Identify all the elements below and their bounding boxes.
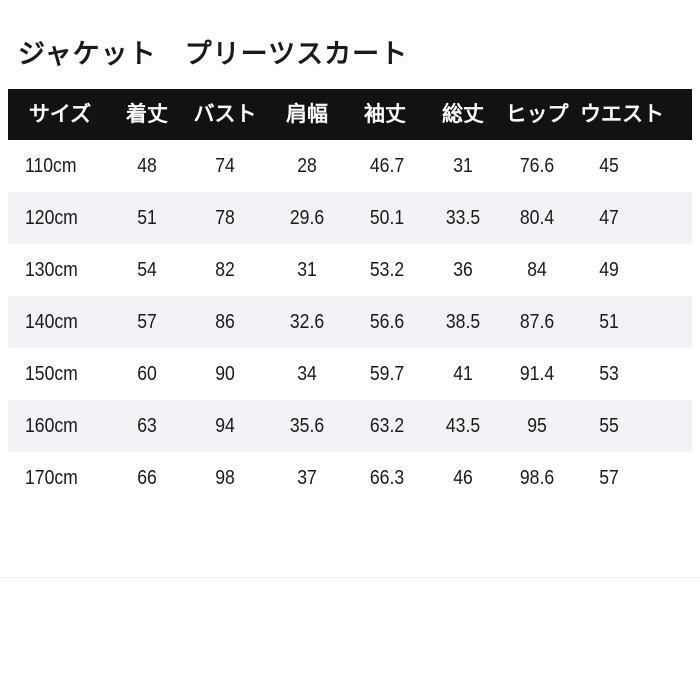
size-cell: 170cm: [25, 467, 78, 489]
value-cell: 49: [599, 259, 619, 281]
column-header: ウエスト: [580, 102, 664, 126]
value-cell: 29.6: [289, 207, 325, 229]
divider: [0, 577, 700, 578]
value-cell: 54: [137, 259, 157, 281]
column-header: バスト: [193, 102, 257, 126]
value-cell: 91.4: [519, 363, 555, 385]
table-row: 150cm 60 90 34 59.7 41 91.4 53: [8, 348, 692, 400]
table-row: 170cm 66 98 37 66.3 46 98.6 57: [8, 452, 692, 504]
value-cell: 63: [137, 415, 157, 437]
value-cell: 95: [527, 415, 547, 437]
value-cell: 90: [215, 363, 235, 385]
table-row: 130cm 54 82 31 53.2 36 84 49: [8, 244, 692, 296]
value-cell: 31: [297, 259, 317, 281]
value-cell: 31: [453, 155, 473, 177]
value-cell: 78: [215, 207, 235, 229]
value-cell: 63.2: [369, 415, 405, 437]
column-header: 総丈: [442, 102, 484, 126]
value-cell: 82: [215, 259, 235, 281]
value-cell: 45: [599, 155, 619, 177]
table-header: サイズ 着丈 バスト 肩幅 袖丈 総丈 ヒップ ウエスト: [8, 89, 692, 140]
value-cell: 55: [599, 415, 619, 437]
value-cell: 66: [137, 467, 157, 489]
value-cell: 66.3: [369, 467, 405, 489]
value-cell: 56.6: [369, 311, 405, 333]
value-cell: 43.5: [445, 415, 481, 437]
value-cell: 35.6: [289, 415, 325, 437]
column-header: 着丈: [126, 102, 168, 126]
value-cell: 36: [453, 259, 473, 281]
value-cell: 53.2: [369, 259, 405, 281]
table-row: 160cm 63 94 35.6 63.2 43.5 95 55: [8, 400, 692, 452]
size-cell: 130cm: [25, 259, 78, 281]
value-cell: 38.5: [445, 311, 481, 333]
column-header: ヒップ: [505, 102, 569, 126]
size-cell: 150cm: [25, 363, 78, 385]
table-row: 120cm 51 78 29.6 50.1 33.5 80.4 47: [8, 192, 692, 244]
value-cell: 50.1: [369, 207, 405, 229]
value-cell: 57: [599, 467, 619, 489]
value-cell: 60: [137, 363, 157, 385]
size-cell: 120cm: [25, 207, 78, 229]
value-cell: 51: [599, 311, 619, 333]
value-cell: 46.7: [369, 155, 405, 177]
value-cell: 37: [297, 467, 317, 489]
value-cell: 76.6: [519, 155, 555, 177]
value-cell: 59.7: [369, 363, 405, 385]
value-cell: 87.6: [519, 311, 555, 333]
value-cell: 33.5: [445, 207, 481, 229]
value-cell: 84: [527, 259, 547, 281]
table-row: 110cm 48 74 28 46.7 31 76.6 45: [8, 140, 692, 192]
value-cell: 86: [215, 311, 235, 333]
value-cell: 94: [215, 415, 235, 437]
table-row: 140cm 57 86 32.6 56.6 38.5 87.6 51: [8, 296, 692, 348]
value-cell: 47: [599, 207, 619, 229]
size-cell: 160cm: [25, 415, 78, 437]
value-cell: 32.6: [289, 311, 325, 333]
column-header: 袖丈: [364, 102, 406, 126]
value-cell: 74: [215, 155, 235, 177]
value-cell: 80.4: [519, 207, 555, 229]
column-header: 肩幅: [286, 102, 328, 126]
value-cell: 57: [137, 311, 157, 333]
size-cell: 110cm: [25, 155, 77, 177]
value-cell: 98: [215, 467, 235, 489]
chart-title: ジャケット プリーツスカート: [18, 39, 409, 70]
size-cell: 140cm: [25, 311, 78, 333]
value-cell: 98.6: [519, 467, 555, 489]
value-cell: 46: [453, 467, 473, 489]
value-cell: 34: [297, 363, 317, 385]
value-cell: 53: [599, 363, 619, 385]
value-cell: 41: [453, 363, 473, 385]
value-cell: 51: [137, 207, 157, 229]
value-cell: 48: [137, 155, 157, 177]
value-cell: 28: [297, 155, 317, 177]
column-header: サイズ: [28, 102, 92, 126]
